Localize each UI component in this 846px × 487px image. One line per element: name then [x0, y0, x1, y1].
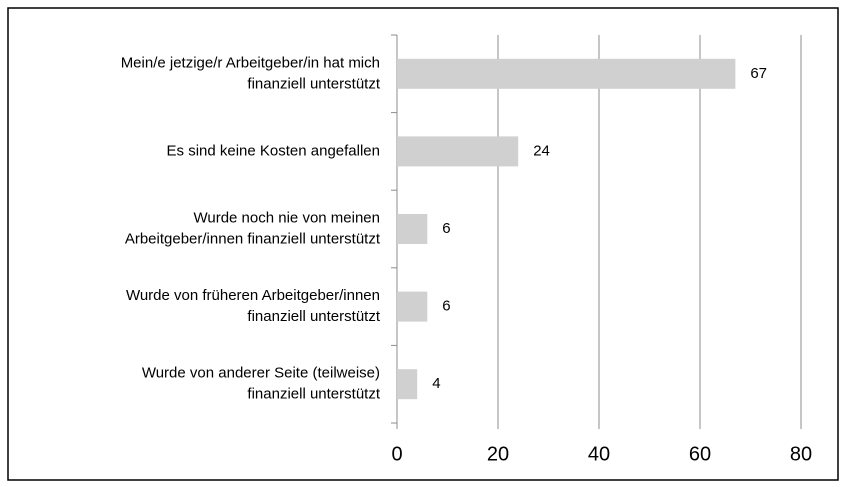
x-tick-label: 20 — [487, 443, 509, 465]
value-label: 4 — [432, 375, 440, 392]
category-label: finanziell unterstützt — [247, 386, 380, 403]
x-tick-label: 40 — [588, 443, 610, 465]
bar — [397, 214, 428, 244]
bar — [397, 136, 519, 167]
category-label: finanziell unterstützt — [247, 75, 380, 92]
value-label: 24 — [533, 142, 550, 159]
category-label: Wurde von früheren Arbeitgeber/innen — [126, 287, 380, 304]
x-tick-label: 60 — [689, 443, 711, 465]
category-label: Wurde von anderer Seite (teilweise) — [142, 365, 380, 382]
category-label: Es sind keine Kosten angefallen — [167, 142, 380, 159]
bar — [397, 58, 736, 89]
value-label: 67 — [750, 65, 767, 82]
category-label: Mein/e jetzige/r Arbeitgeber/in hat mich — [121, 54, 380, 71]
bar — [397, 291, 428, 322]
category-label: Arbeitgeber/innen finanziell unterstützt — [125, 230, 381, 247]
x-tick-label: 0 — [391, 443, 402, 465]
value-label: 6 — [442, 220, 450, 237]
category-label: Wurde noch nie von meinen — [193, 209, 380, 226]
bar — [397, 369, 418, 400]
x-tick-label: 80 — [790, 443, 812, 465]
category-label: finanziell unterstützt — [247, 308, 380, 325]
value-label: 6 — [442, 298, 450, 315]
